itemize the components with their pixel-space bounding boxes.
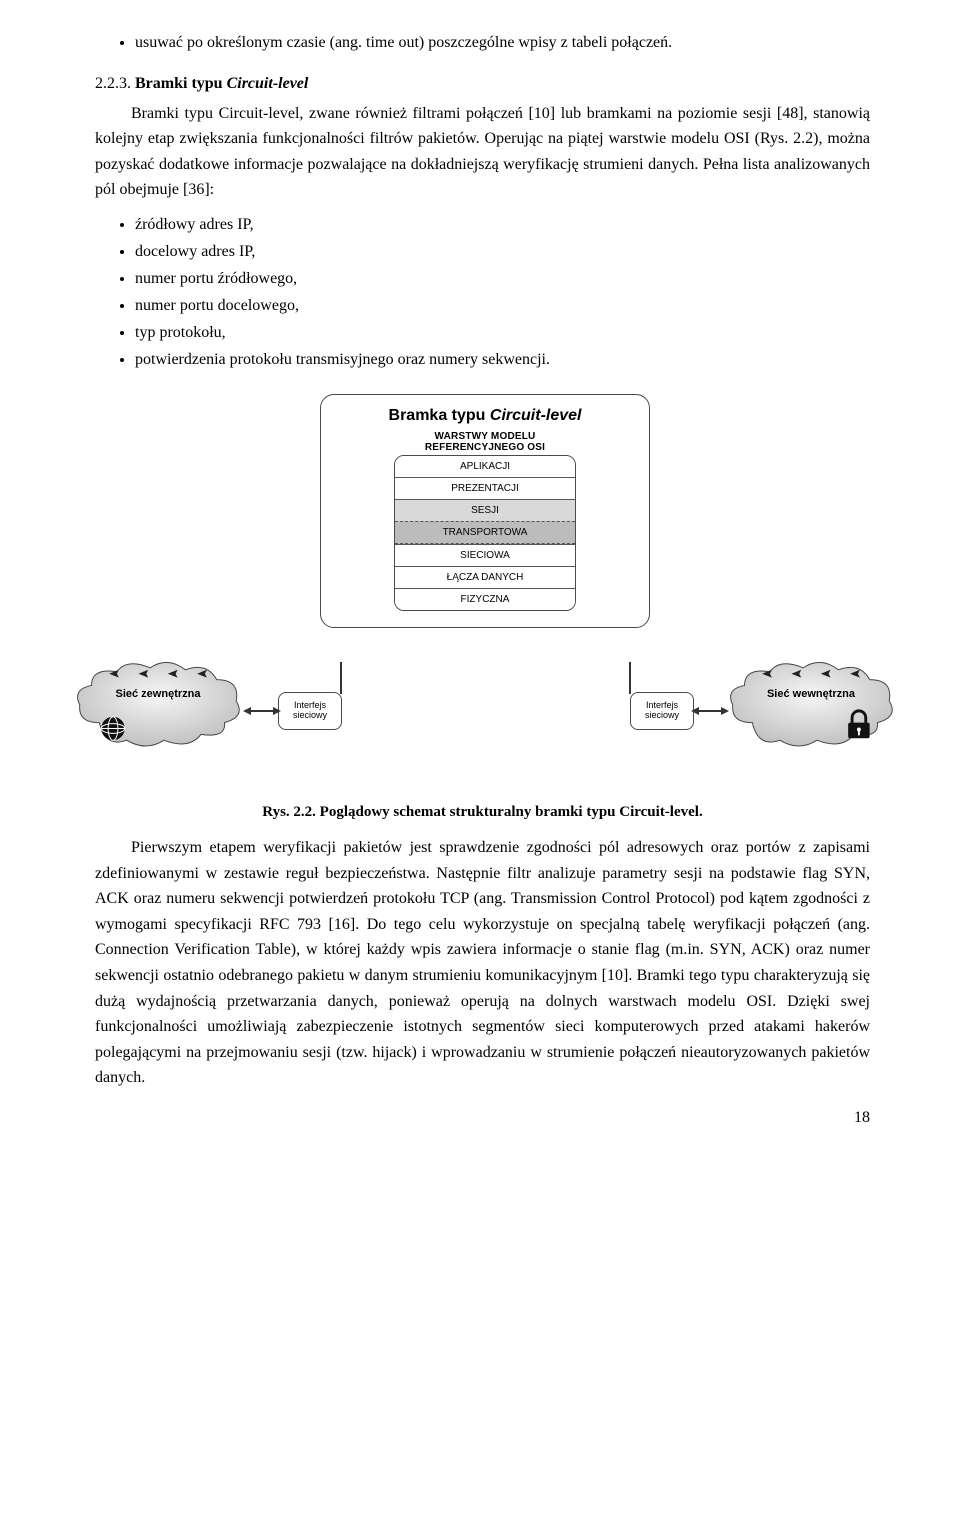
list-item: numer portu źródłowego, — [135, 267, 870, 291]
text: sieciowy — [645, 711, 679, 721]
osi-layer: APLIKACJI — [395, 456, 575, 477]
interface-right: Interfejs sieciowy — [630, 692, 694, 730]
osi-layer-stack: APLIKACJIPREZENTACJISESJITRANSPORTOWASIE… — [394, 455, 576, 611]
cloud-external: Sieć zewnętrzna — [70, 660, 246, 750]
figure-circuit-level: Bramka typu Circuit-level WARSTWY MODELU… — [95, 394, 870, 794]
list-item: potwierdzenia protokołu transmisyjnego o… — [135, 348, 870, 372]
arrow-icon — [691, 702, 729, 720]
text: numer portu docelowego, — [135, 297, 299, 314]
osi-panel: Bramka typu Circuit-level WARSTWY MODELU… — [320, 394, 650, 628]
bullet-list-middle: źródłowy adres IP, docelowy adres IP, nu… — [95, 213, 870, 372]
arrow-icon — [243, 702, 281, 720]
page-number: 18 — [95, 1109, 870, 1127]
section-heading: 2.2.3. Bramki typu Circuit-level — [95, 71, 870, 97]
figure-caption: Rys. 2.2. Poglądowy schemat strukturalny… — [95, 804, 870, 821]
text: numer portu źródłowego, — [135, 270, 297, 287]
figure-subtitle: WARSTWY MODELU REFERENCYJNEGO OSI — [339, 431, 631, 453]
bullet-list-top: usuwać po określonym czasie (ang. time o… — [95, 31, 870, 55]
list-item: docelowy adres IP, — [135, 240, 870, 264]
osi-layer: PREZENTACJI — [395, 477, 575, 499]
text: potwierdzenia protokołu transmisyjnego o… — [135, 351, 550, 368]
figure-title-it: Circuit-level — [490, 407, 582, 424]
figure-title-pre: Bramka typu — [389, 407, 490, 424]
list-item: źródłowy adres IP, — [135, 213, 870, 237]
text: docelowy adres IP, — [135, 243, 255, 260]
cloud-internal: Sieć wewnętrzna — [723, 660, 899, 750]
osi-layer: SIECIOWA — [395, 544, 575, 566]
list-item: typ protokołu, — [135, 321, 870, 345]
paragraph-1: Bramki typu Circuit-level, zwane również… — [95, 101, 870, 203]
cloud-label-right: Sieć wewnętrzna — [723, 688, 899, 700]
list-item: usuwać po określonym czasie (ang. time o… — [135, 31, 870, 55]
text: źródłowy adres IP, — [135, 216, 254, 233]
text: sieciowy — [293, 711, 327, 721]
osi-layer: ŁĄCZA DANYCH — [395, 566, 575, 588]
text: usuwać po określonym czasie (ang. time o… — [135, 34, 672, 51]
figure-title: Bramka typu Circuit-level — [339, 407, 631, 425]
osi-layer: FIZYCZNA — [395, 588, 575, 610]
paragraph-2: Pierwszym etapem weryfikacji pakietów je… — [95, 835, 870, 1091]
list-item: numer portu docelowego, — [135, 294, 870, 318]
section-number: 2.2.3. — [95, 75, 131, 92]
cloud-label-left: Sieć zewnętrzna — [70, 688, 246, 700]
osi-layer: SESJI — [395, 499, 575, 521]
osi-layer: TRANSPORTOWA — [395, 521, 575, 544]
connector-icon — [627, 662, 633, 694]
interface-left: Interfejs sieciowy — [278, 692, 342, 730]
section-title-pre: Bramki typu — [135, 75, 227, 92]
text: typ protokołu, — [135, 324, 226, 341]
section-title-italic: Circuit-level — [227, 75, 309, 92]
connector-icon — [338, 662, 344, 694]
